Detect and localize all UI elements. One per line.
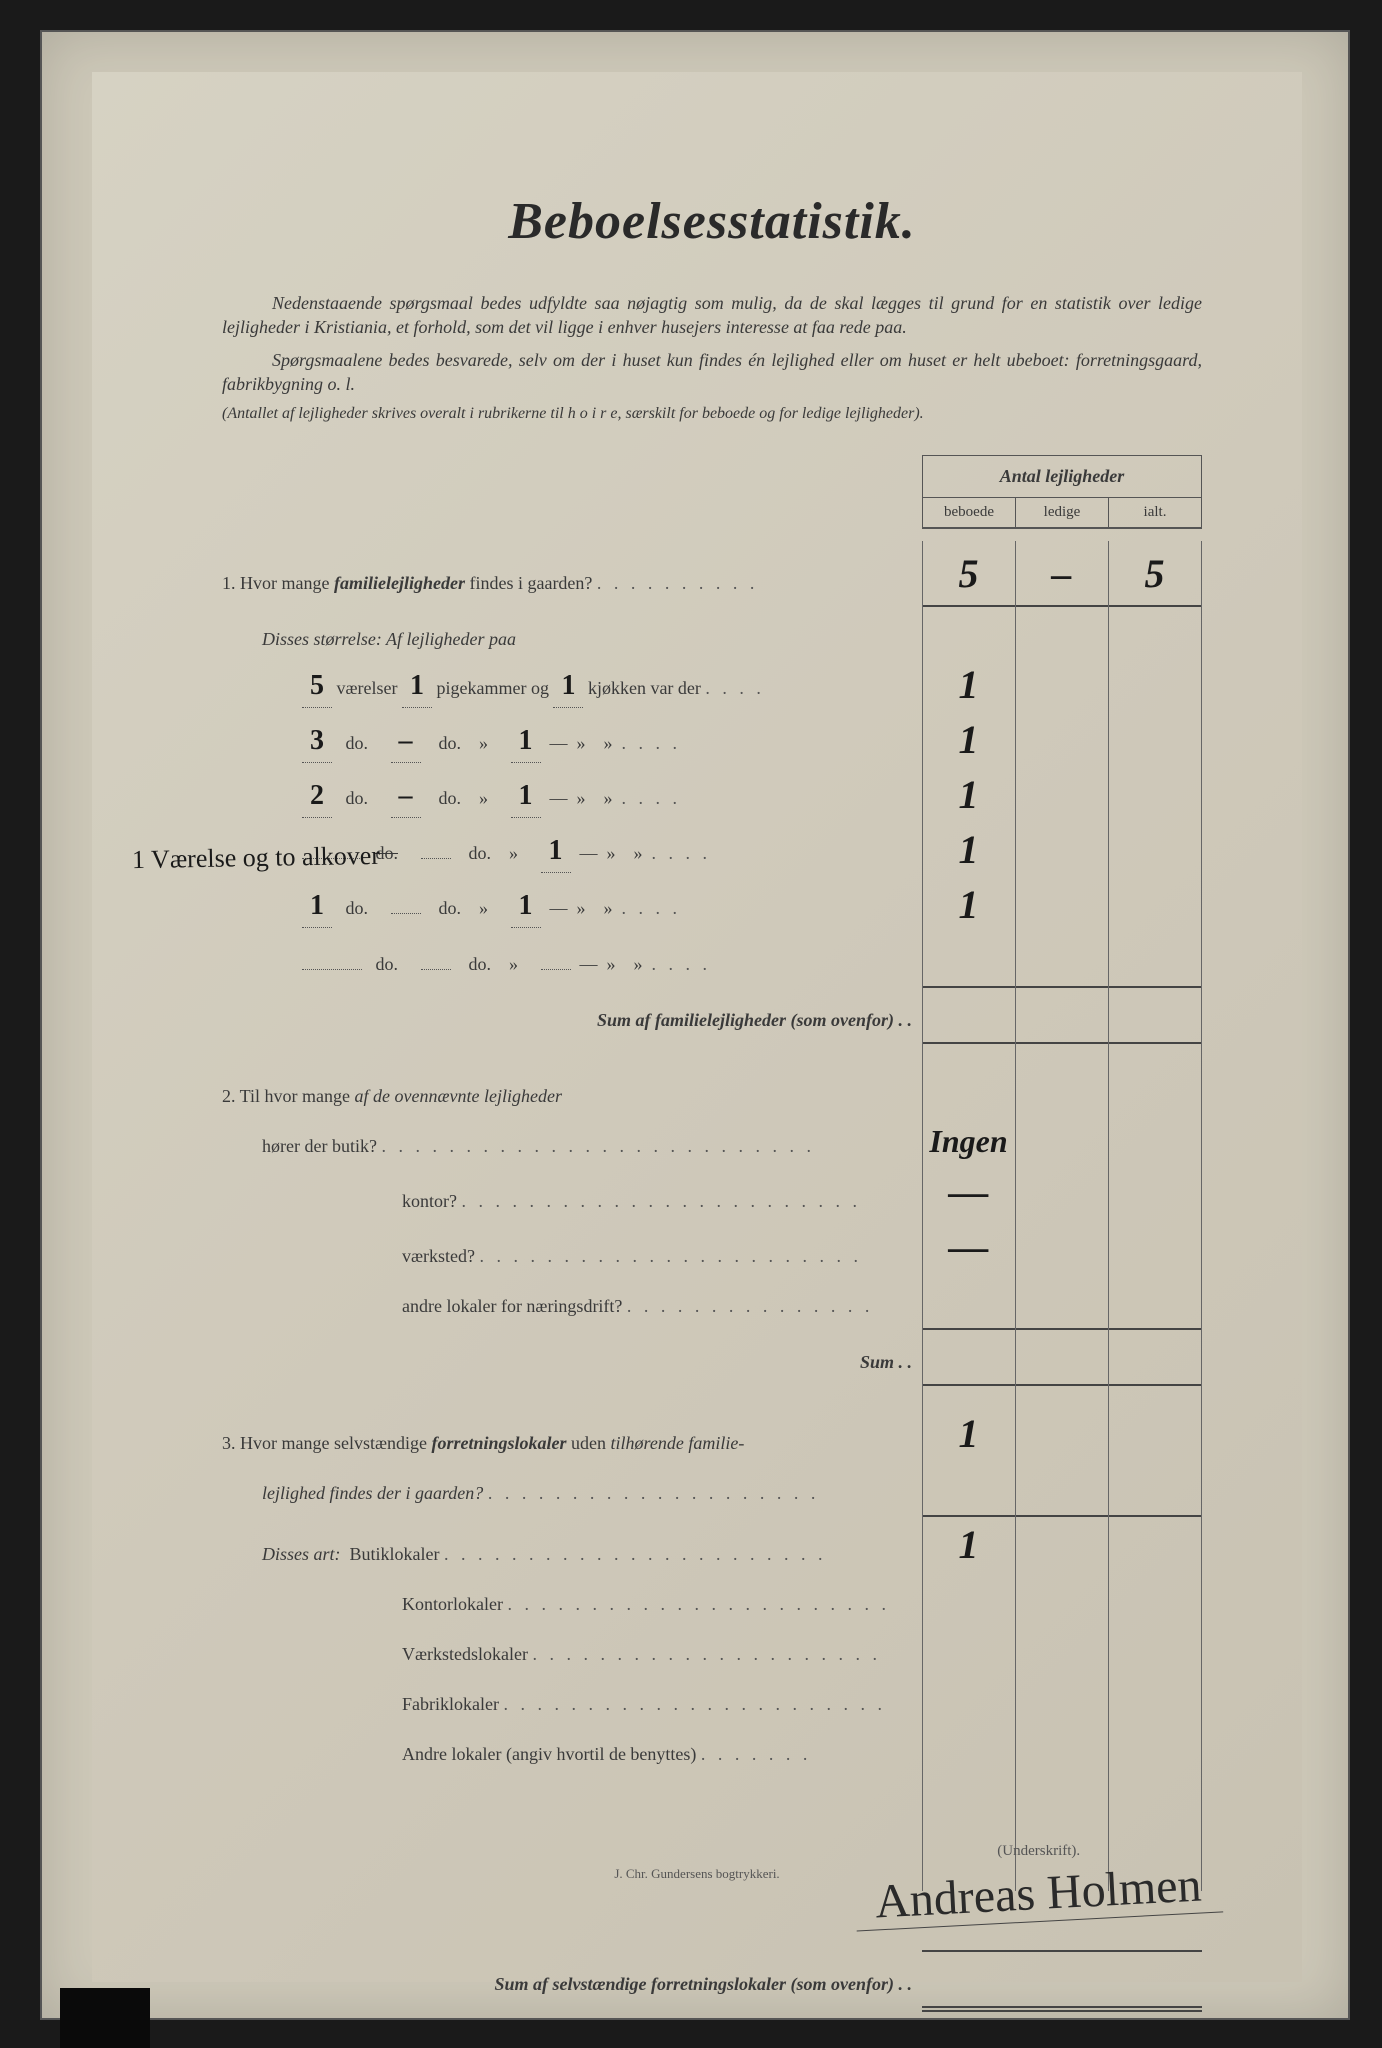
fill-p-2: –: [391, 720, 421, 763]
q1-ledige: –: [1052, 551, 1072, 596]
fill-pige-1: 1: [402, 665, 432, 708]
cell-b-4: 1: [959, 827, 979, 872]
fill-k-5: 1: [511, 885, 541, 928]
do: do.: [439, 733, 462, 753]
intro-paragraph-2: Spørgsmaalene bedes besvarede, selv om d…: [222, 348, 1202, 397]
q2-butik-val: Ingen: [929, 1123, 1007, 1159]
q3-text-2: lejlighed findes der i gaarden?: [262, 1483, 483, 1503]
q1-sum-label: Sum af familielejligheder (som ovenfor) …: [597, 1010, 912, 1030]
q3-text-1: 3. Hvor mange selvstændige forretningslo…: [222, 1433, 744, 1453]
cell-b-1: 1: [959, 662, 979, 707]
fill-vaerelser-1: 5: [302, 665, 332, 708]
q1-row: 1. Hvor mange familielejligheder findes …: [222, 550, 1202, 597]
fill-p-5: [391, 913, 421, 914]
lbl-pige: pigekammer og: [436, 678, 548, 698]
lbl-vaerelser: værelser: [337, 678, 398, 698]
q2-vaerksted-label: værksted?: [402, 1246, 475, 1266]
cell-b-2: 1: [959, 717, 979, 762]
do: do.: [469, 954, 492, 974]
header-ialt: ialt.: [1108, 498, 1201, 528]
scan-artifact: [60, 1988, 150, 2048]
fill-k-6: [541, 969, 571, 970]
q2-andre-label: andre lokaler for næringsdrift?: [402, 1296, 622, 1316]
header-title: Antal lejligheder: [923, 456, 1201, 498]
fill-v-2: 3: [302, 720, 332, 763]
q2-kontor-label: kontor?: [402, 1191, 457, 1211]
q3-vaerksted-label: Værkstedslokaler: [402, 1644, 528, 1664]
intro-text-3: (Antallet af lejligheder skrives overalt…: [222, 405, 924, 422]
rule-double: [922, 2006, 1202, 2012]
page-title: Beboelsesstatistik.: [222, 192, 1202, 251]
q1-ialt: 5: [1145, 551, 1165, 596]
intro-paragraph-3: (Antallet af lejligheder skrives overalt…: [222, 404, 1202, 425]
header-beboede: beboede: [923, 498, 1015, 528]
q3-andre-label: Andre lokaler (angiv hvortil de benyttes…: [402, 1744, 696, 1764]
cell-b-3: 1: [959, 772, 979, 817]
q1-sub-text: Disses størrelse: Af lejligheder paa: [262, 629, 516, 649]
do: do.: [439, 788, 462, 808]
q2-sum-label: Sum . .: [860, 1352, 912, 1372]
q3-sum-label: Sum af selvstændige forretningslokaler (…: [494, 1974, 912, 1994]
do: do.: [469, 843, 492, 863]
signature-area: (Underskrift). Andreas Holmen: [855, 1843, 1222, 1922]
margin-note: 1 Værelse og to alkover: [132, 841, 380, 875]
q3-total-val: 1: [959, 1411, 979, 1456]
fill-p-3: –: [391, 775, 421, 818]
signature: Andreas Holmen: [854, 1856, 1223, 1931]
q2-text-1: 2. Til hvor mange af de ovennævnte lejli…: [222, 1086, 562, 1106]
fill-p-4: [421, 858, 451, 859]
fill-v-6: [302, 969, 362, 970]
q3-fabrik-label: Fabriklokaler: [402, 1694, 499, 1714]
document-page: Beboelsesstatistik. Nedenstaaende spørgs…: [92, 72, 1302, 1982]
header-ledige: ledige: [1015, 498, 1108, 528]
fill-k-2: 1: [511, 720, 541, 763]
intro-text-2: Spørgsmaalene bedes besvarede, selv om d…: [222, 350, 1202, 394]
intro-text-1: Nedenstaaende spørgsmaal bedes udfyldte …: [222, 293, 1202, 337]
do: do.: [439, 898, 462, 918]
intro-paragraph-1: Nedenstaaende spørgsmaal bedes udfyldte …: [222, 291, 1202, 340]
do: do.: [346, 733, 369, 753]
q3-kontor-label: Kontorlokaler: [402, 1594, 503, 1614]
fill-kjok-1: 1: [553, 665, 583, 708]
scan-frame: Beboelsesstatistik. Nedenstaaende spørgs…: [40, 30, 1350, 2020]
q3-butik-val: 1: [959, 1522, 979, 1567]
q1-size-row-4: 1 Værelse og to alkover do. do. » 1 — » …: [222, 826, 1202, 873]
fill-v-5: 1: [302, 885, 332, 928]
rule: [922, 1950, 1202, 1952]
q1-beboede: 5: [959, 551, 979, 596]
printer-line: J. Chr. Gundersens bogtrykkeri.: [614, 1866, 779, 1882]
do: do.: [346, 898, 369, 918]
q3-art-label: Disses art:: [262, 1544, 341, 1564]
column-header-table: Antal lejligheder beboede ledige ialt.: [922, 455, 1202, 529]
q2-kontor-val: —: [949, 1169, 989, 1214]
fill-k-3: 1: [511, 775, 541, 818]
lbl-kjok: kjøkken var der: [588, 678, 701, 698]
cell-b-5: 1: [959, 882, 979, 927]
fill-v-3: 2: [302, 775, 332, 818]
signature-label: (Underskrift).: [855, 1843, 1222, 1860]
q2-vaerksted-val: —: [949, 1224, 989, 1269]
fill-k-4: 1: [541, 830, 571, 873]
do: do.: [346, 788, 369, 808]
q3-butik-label: Butiklokaler: [350, 1544, 440, 1564]
form-area: Antal lejligheder beboede ledige ialt. 1…: [222, 455, 1202, 2012]
fill-p-6: [421, 969, 451, 970]
q1-text: 1. Hvor mange familielejligheder findes …: [222, 573, 592, 593]
q2-butik-label: hører der butik?: [262, 1136, 377, 1156]
q3-sum: Sum af selvstændige forretningslokaler (…: [222, 1956, 1202, 1998]
do: do.: [376, 954, 399, 974]
